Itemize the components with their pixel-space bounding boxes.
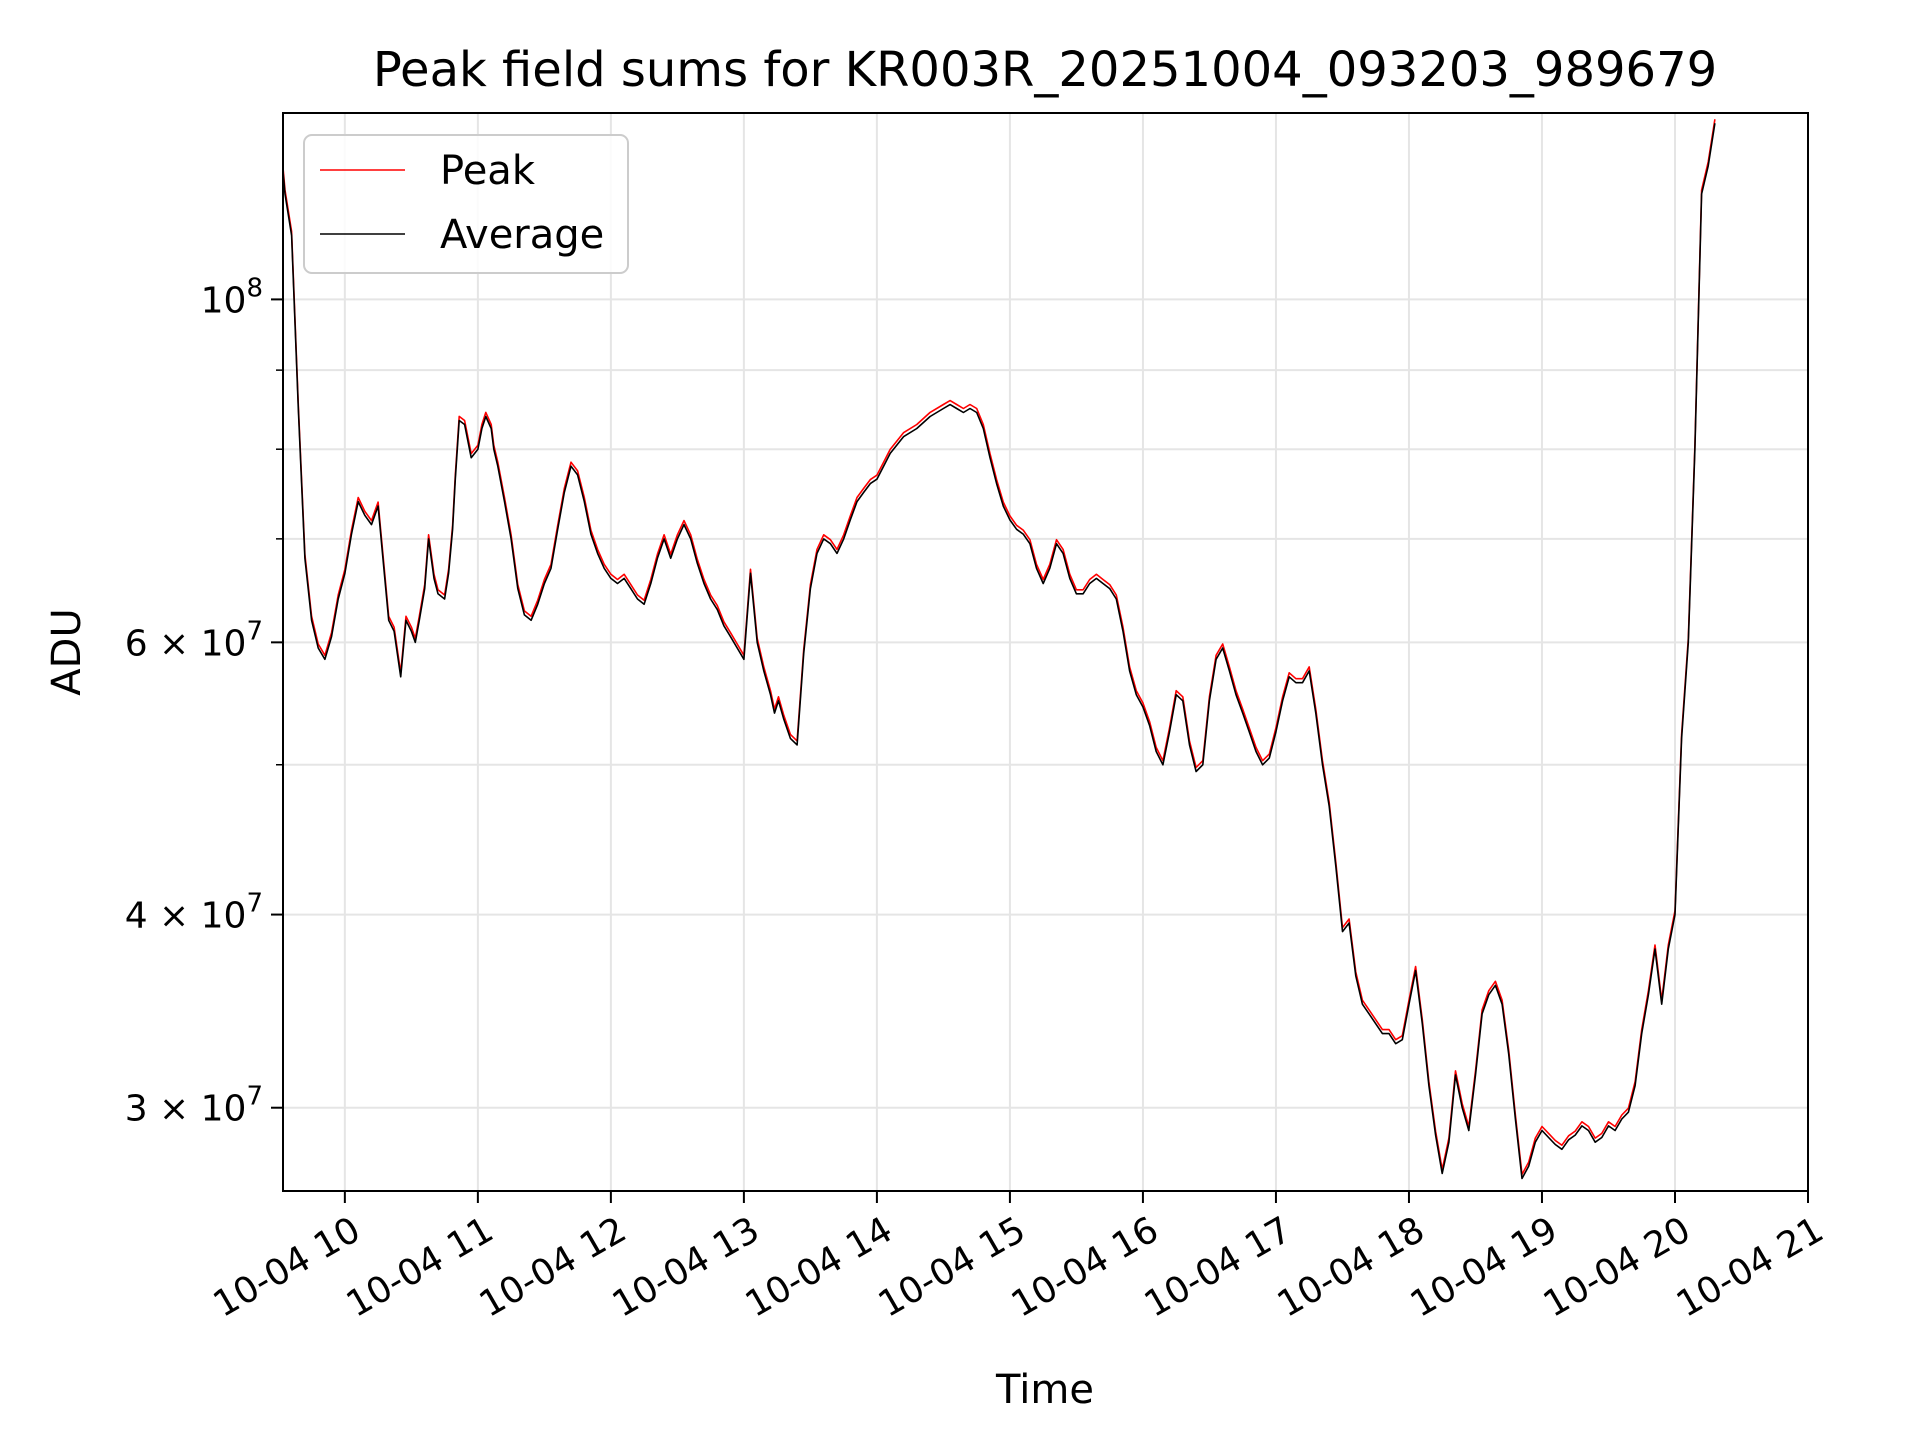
plot-area-frame bbox=[282, 112, 1809, 1192]
y-tick-label-exponent: 7 bbox=[246, 616, 263, 646]
series-line-average bbox=[283, 123, 1716, 1180]
series-layer bbox=[283, 119, 1716, 1180]
y-tick-label-base: 4 × 10 bbox=[125, 896, 247, 937]
legend-peak-label: Peak bbox=[440, 148, 536, 194]
y-tick-label: 6 × 107 bbox=[125, 616, 263, 664]
y-tick-label-exponent: 8 bbox=[246, 273, 263, 303]
x-axis-label: Time bbox=[995, 1367, 1094, 1413]
y-tick-label-base: 6 × 10 bbox=[125, 623, 247, 664]
y-tick-label: 3 × 107 bbox=[125, 1082, 263, 1130]
y-tick-label: 4 × 107 bbox=[125, 889, 263, 937]
legend-average-label: Average bbox=[440, 212, 604, 258]
chart-title: Peak field sums for KR003R_20251004_0932… bbox=[373, 42, 1717, 98]
y-tick-label-exponent: 7 bbox=[246, 1082, 263, 1112]
y-axis-label: ADU bbox=[44, 608, 90, 695]
y-tick-label-exponent: 7 bbox=[246, 889, 263, 919]
legend: Peak Average bbox=[303, 134, 629, 274]
y-tick-label-base: 3 × 10 bbox=[125, 1089, 247, 1130]
y-tick-label: 108 bbox=[201, 273, 263, 321]
grid bbox=[283, 113, 1809, 1191]
y-tick-label-base: 10 bbox=[201, 280, 247, 321]
